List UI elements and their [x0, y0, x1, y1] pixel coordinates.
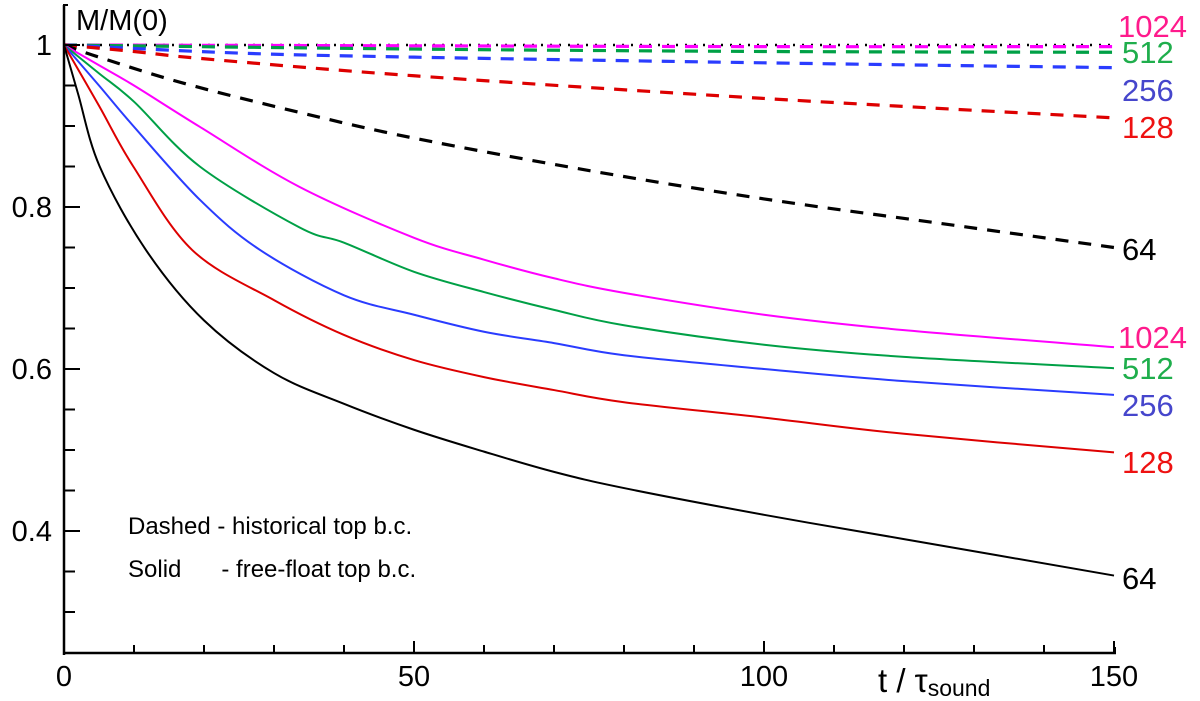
end-label-dashed-1024: 1024 — [1118, 9, 1187, 44]
x-tick-label: 150 — [1090, 661, 1138, 693]
series-dashed-256 — [63, 43, 1115, 70]
x-tick-label: 100 — [740, 661, 788, 693]
ticks-layer: 0 50 100 150 0.4 0.6 0.8 1 — [12, 30, 1139, 693]
series-dashed-128 — [63, 43, 1115, 120]
series-solid-512 — [63, 44, 1115, 370]
legend-note-dashed: Dashed - historical top b.c. — [128, 513, 412, 540]
series-dashed-64 — [63, 43, 1115, 250]
x-tick-label: 0 — [56, 661, 72, 693]
end-label-dashed-64: 64 — [1122, 232, 1156, 267]
legend-note-solid: Solid - free-float top b.c. — [128, 556, 416, 583]
series-solid-64 — [63, 44, 1115, 577]
series-solid-128 — [63, 44, 1115, 454]
end-label-dashed-256: 256 — [1122, 73, 1174, 108]
y-axis-title: M/M(0) — [76, 5, 168, 37]
end-label-dashed-128: 128 — [1122, 110, 1174, 145]
end-label-solid-64: 64 — [1122, 561, 1156, 596]
y-tick-label: 0.6 — [12, 354, 52, 386]
series-solid-1024 — [63, 44, 1115, 349]
x-tick-label: 50 — [398, 661, 430, 693]
x-axis-title-subscript: sound — [928, 675, 991, 701]
end-label-solid-256: 256 — [1122, 388, 1174, 423]
curves-layer — [63, 43, 1115, 577]
y-tick-label: 1 — [36, 30, 52, 62]
end-label-solid-512: 512 — [1122, 351, 1174, 386]
series-solid-256 — [63, 44, 1115, 396]
y-tick-label: 0.4 — [12, 516, 52, 548]
end-label-solid-128: 128 — [1122, 445, 1174, 480]
end-label-dashed-512: 512 — [1122, 35, 1174, 70]
y-tick-label: 0.8 — [12, 192, 52, 224]
end-label-solid-1024: 1024 — [1118, 320, 1187, 355]
x-axis-title-main: t / τ — [878, 662, 928, 699]
x-axis-title: t / τsound — [878, 662, 990, 701]
